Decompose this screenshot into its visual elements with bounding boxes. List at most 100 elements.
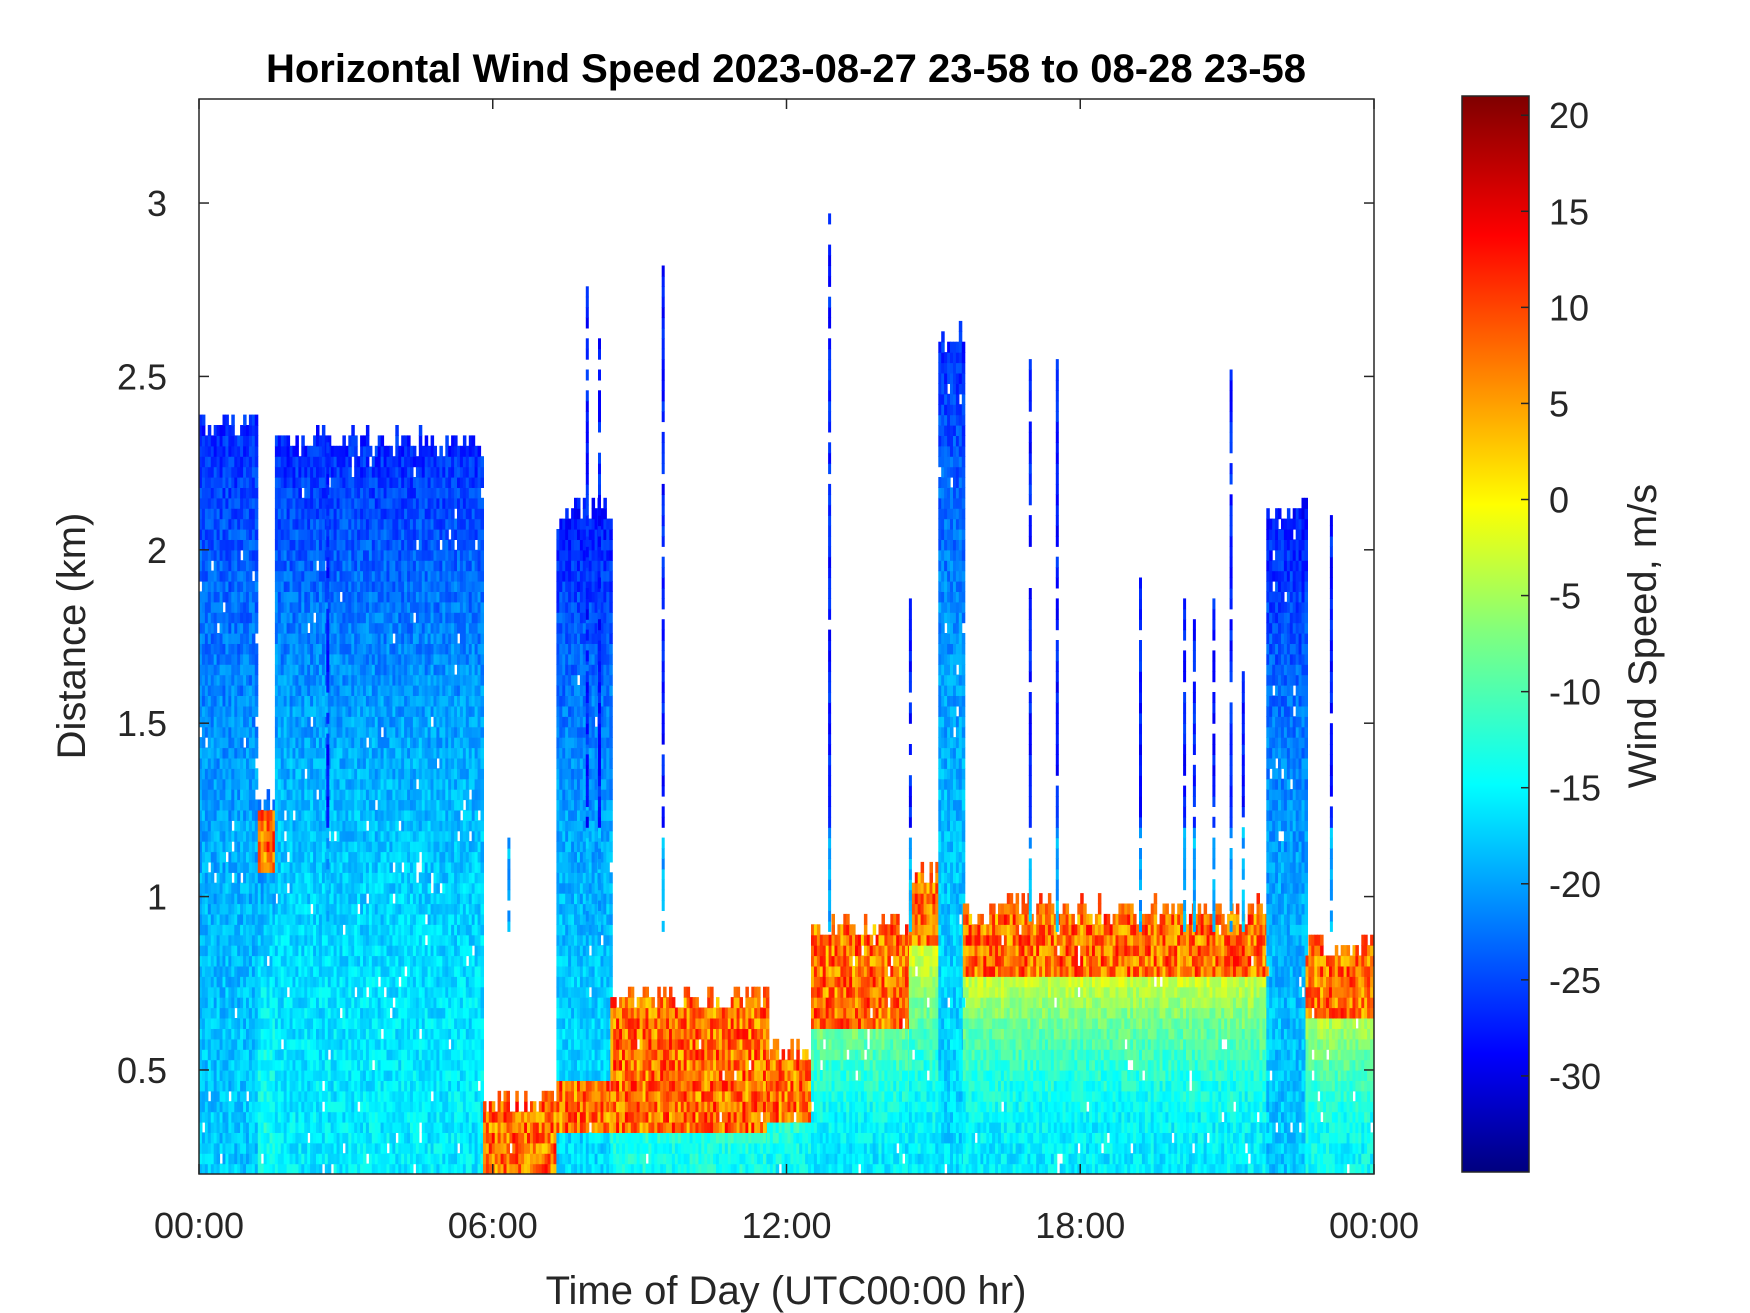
heatmap-cell xyxy=(310,1007,314,1019)
heatmap-cell xyxy=(318,1122,323,1133)
heatmap-cell xyxy=(304,757,308,769)
heatmap-cell xyxy=(251,477,256,488)
heatmap-cell xyxy=(274,726,279,738)
heatmap-cell xyxy=(351,997,355,1009)
heatmap-cell xyxy=(339,1122,343,1133)
heatmap-cell xyxy=(407,789,411,801)
heatmap-cell xyxy=(401,799,405,811)
heatmap-cell xyxy=(383,1163,388,1174)
heatmap-cell xyxy=(415,1070,420,1081)
heatmap-cell xyxy=(269,1111,273,1123)
heatmap-cell xyxy=(213,633,218,644)
heatmap-cell xyxy=(307,560,311,572)
heatmap-cell xyxy=(199,851,203,863)
heatmap-cell xyxy=(316,1070,320,1081)
heatmap-cell xyxy=(219,903,224,915)
heatmap-cell xyxy=(386,674,390,686)
heatmap-cell xyxy=(274,518,279,530)
heatmap-cell xyxy=(228,477,232,488)
heatmap-cell xyxy=(333,1132,338,1144)
heatmap-cell xyxy=(216,497,221,509)
heatmap-cell xyxy=(395,612,399,624)
heatmap-cell xyxy=(234,1163,238,1174)
heatmap-cell xyxy=(407,778,411,790)
heatmap-cell xyxy=(389,601,393,613)
heatmap-cell xyxy=(410,1007,414,1019)
heatmap-cell xyxy=(410,633,414,644)
heatmap-cell xyxy=(234,1080,238,1092)
heatmap-cell xyxy=(318,549,323,561)
heatmap-cell xyxy=(342,716,346,728)
heatmap-cell xyxy=(307,913,311,925)
heatmap-cell xyxy=(404,799,408,811)
heatmap-cell xyxy=(248,830,253,842)
heatmap-cell xyxy=(310,747,314,759)
heatmap-cell xyxy=(327,466,332,478)
heatmap-cell xyxy=(199,1122,203,1133)
heatmap-cell xyxy=(339,685,343,696)
heatmap-cell xyxy=(412,529,417,540)
heatmap-cell xyxy=(383,737,388,749)
heatmap-cell xyxy=(404,1132,408,1144)
heatmap-cell xyxy=(246,893,250,905)
heatmap-cell xyxy=(246,674,250,686)
heatmap-cell xyxy=(357,861,361,873)
heatmap-cell xyxy=(207,737,212,749)
heatmap-cell xyxy=(246,945,250,957)
heatmap-cell xyxy=(345,529,349,540)
heatmap-cell xyxy=(412,674,417,686)
heatmap-cell xyxy=(404,778,408,790)
heatmap-cell xyxy=(360,955,364,967)
heatmap-cell xyxy=(374,903,379,915)
heatmap-cell xyxy=(254,1038,259,1050)
heatmap-cell xyxy=(301,664,305,676)
heatmap-cell xyxy=(398,924,402,936)
heatmap-cell xyxy=(219,612,224,624)
heatmap-cell xyxy=(377,799,382,811)
heatmap-cell xyxy=(283,757,288,769)
heatmap-cell xyxy=(286,716,291,728)
heatmap-cell xyxy=(210,768,215,780)
heatmap-cell xyxy=(333,1007,338,1019)
heatmap-cell xyxy=(307,768,311,780)
heatmap-cell xyxy=(237,851,241,863)
heatmap-cell xyxy=(289,466,294,478)
heatmap-cell xyxy=(313,1142,317,1154)
heatmap-cell xyxy=(243,1090,247,1102)
heatmap-cell xyxy=(321,1059,326,1071)
heatmap-cell xyxy=(345,737,349,749)
heatmap-cell xyxy=(283,768,288,780)
heatmap-cell xyxy=(222,747,226,759)
heatmap-cell xyxy=(269,965,273,977)
heatmap-cell xyxy=(318,861,323,873)
heatmap-cell xyxy=(389,653,393,665)
heatmap-cell xyxy=(395,851,399,863)
heatmap-cell xyxy=(216,1122,221,1133)
heatmap-cell xyxy=(289,529,294,540)
heatmap-cell xyxy=(298,893,302,905)
heatmap-cell xyxy=(210,508,215,520)
heatmap-cell xyxy=(228,653,232,665)
heatmap-cell xyxy=(228,841,232,853)
heatmap-cell xyxy=(348,851,352,863)
heatmap-cell xyxy=(383,1038,388,1050)
heatmap-cell xyxy=(398,529,402,540)
heatmap-cell xyxy=(204,789,209,801)
heatmap-cell xyxy=(228,1080,232,1092)
heatmap-cell xyxy=(307,1007,311,1019)
heatmap-cell xyxy=(321,1132,326,1144)
heatmap-cell xyxy=(321,643,326,655)
heatmap-cell xyxy=(374,976,379,988)
heatmap-cell xyxy=(310,633,314,644)
heatmap-cell xyxy=(199,1142,203,1154)
heatmap-cell xyxy=(225,726,229,738)
heatmap-cell xyxy=(310,1163,314,1174)
heatmap-cell xyxy=(383,1059,388,1071)
heatmap-cell xyxy=(286,1070,291,1081)
heatmap-cell xyxy=(269,809,273,821)
heatmap-cell xyxy=(307,1122,311,1133)
heatmap-cell xyxy=(360,1018,364,1029)
heatmap-cell xyxy=(360,737,364,749)
heatmap-cell xyxy=(398,1059,402,1071)
heatmap-cell xyxy=(395,945,399,957)
